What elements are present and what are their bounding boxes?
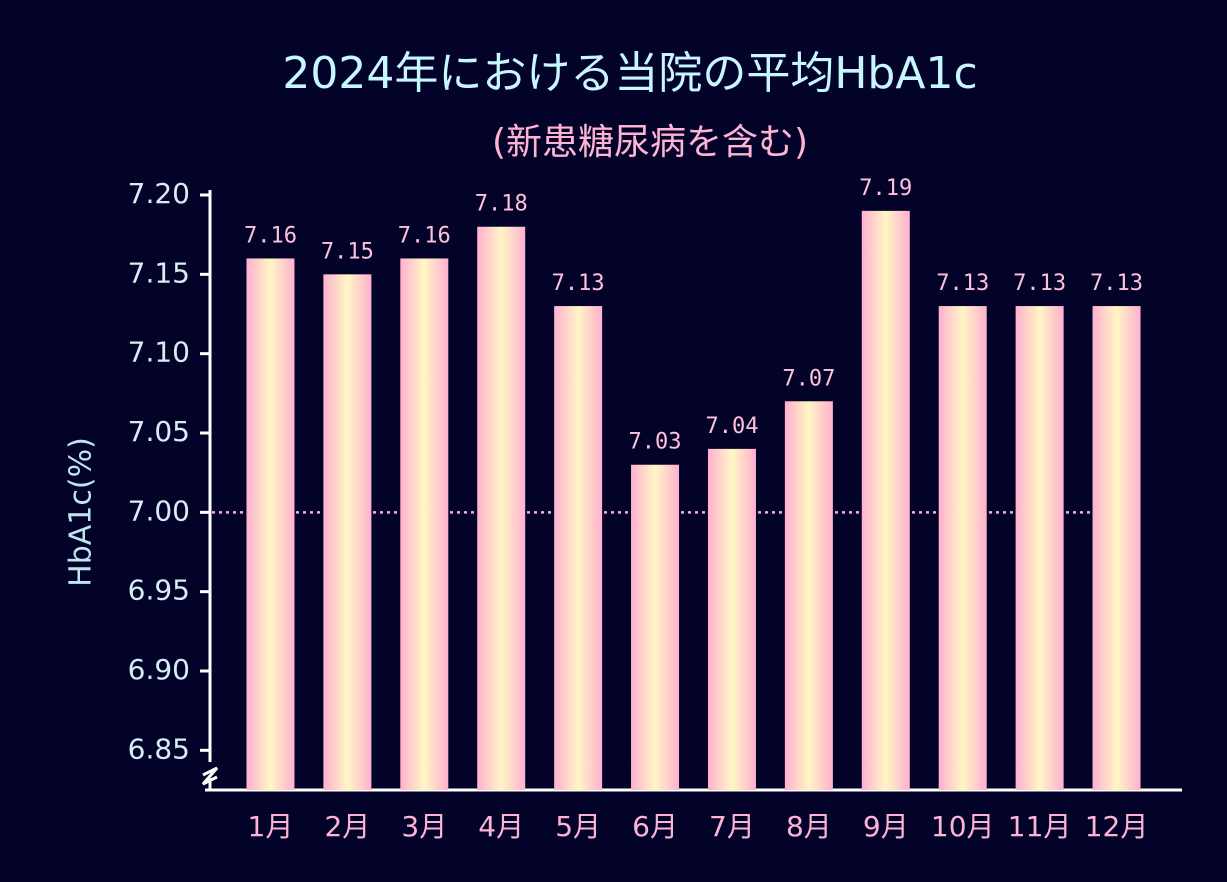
y-tick-label: 7.00 — [128, 494, 190, 527]
x-tick-label: 11月 — [1008, 810, 1072, 843]
x-tick-label: 6月 — [632, 810, 678, 843]
bar — [400, 258, 449, 790]
value-label: 7.04 — [705, 414, 758, 439]
x-tick-label: 12月 — [1085, 810, 1149, 843]
value-label: 7.07 — [782, 366, 835, 391]
y-tick-label: 6.85 — [128, 732, 190, 765]
bar — [938, 306, 987, 790]
bar — [1015, 306, 1064, 790]
y-tick-label: 6.90 — [128, 653, 190, 686]
bar — [554, 306, 603, 790]
x-tick-label: 7月 — [709, 810, 755, 843]
bar — [323, 274, 372, 790]
value-label: 7.03 — [629, 430, 682, 455]
chart-title: 2024年における当院の平均HbA1c — [282, 48, 977, 99]
y-axis-label: HbA1c(%) — [64, 437, 99, 587]
x-tick-label: 1月 — [248, 810, 294, 843]
bar — [477, 226, 526, 790]
value-label: 7.19 — [859, 176, 912, 201]
x-tick-label: 3月 — [401, 810, 447, 843]
y-tick-label: 7.05 — [128, 415, 190, 448]
value-label: 7.18 — [475, 192, 528, 217]
bar — [861, 210, 910, 790]
y-tick-label: 7.10 — [128, 336, 190, 369]
value-label: 7.13 — [552, 271, 605, 296]
y-tick-label: 7.15 — [128, 256, 190, 289]
bar — [246, 258, 295, 790]
bar — [1092, 306, 1141, 790]
value-label: 7.13 — [1013, 271, 1066, 296]
value-label: 7.13 — [1090, 271, 1143, 296]
value-label: 7.16 — [244, 223, 297, 248]
y-tick-label: 6.95 — [128, 574, 190, 607]
x-tick-label: 8月 — [786, 810, 832, 843]
bar — [784, 401, 833, 790]
x-tick-label: 5月 — [555, 810, 601, 843]
x-tick-label: 4月 — [478, 810, 524, 843]
value-label: 7.15 — [321, 239, 374, 264]
bar — [631, 464, 680, 790]
chart-subtitle: (新患糖尿病を含む) — [492, 122, 808, 163]
x-tick-label: 9月 — [863, 810, 909, 843]
value-label: 7.13 — [936, 271, 989, 296]
x-tick-label: 10月 — [931, 810, 995, 843]
y-tick-label: 7.20 — [128, 177, 190, 210]
bar — [707, 448, 756, 790]
x-tick-label: 2月 — [324, 810, 370, 843]
value-label: 7.16 — [398, 223, 451, 248]
axis-break — [201, 766, 219, 786]
